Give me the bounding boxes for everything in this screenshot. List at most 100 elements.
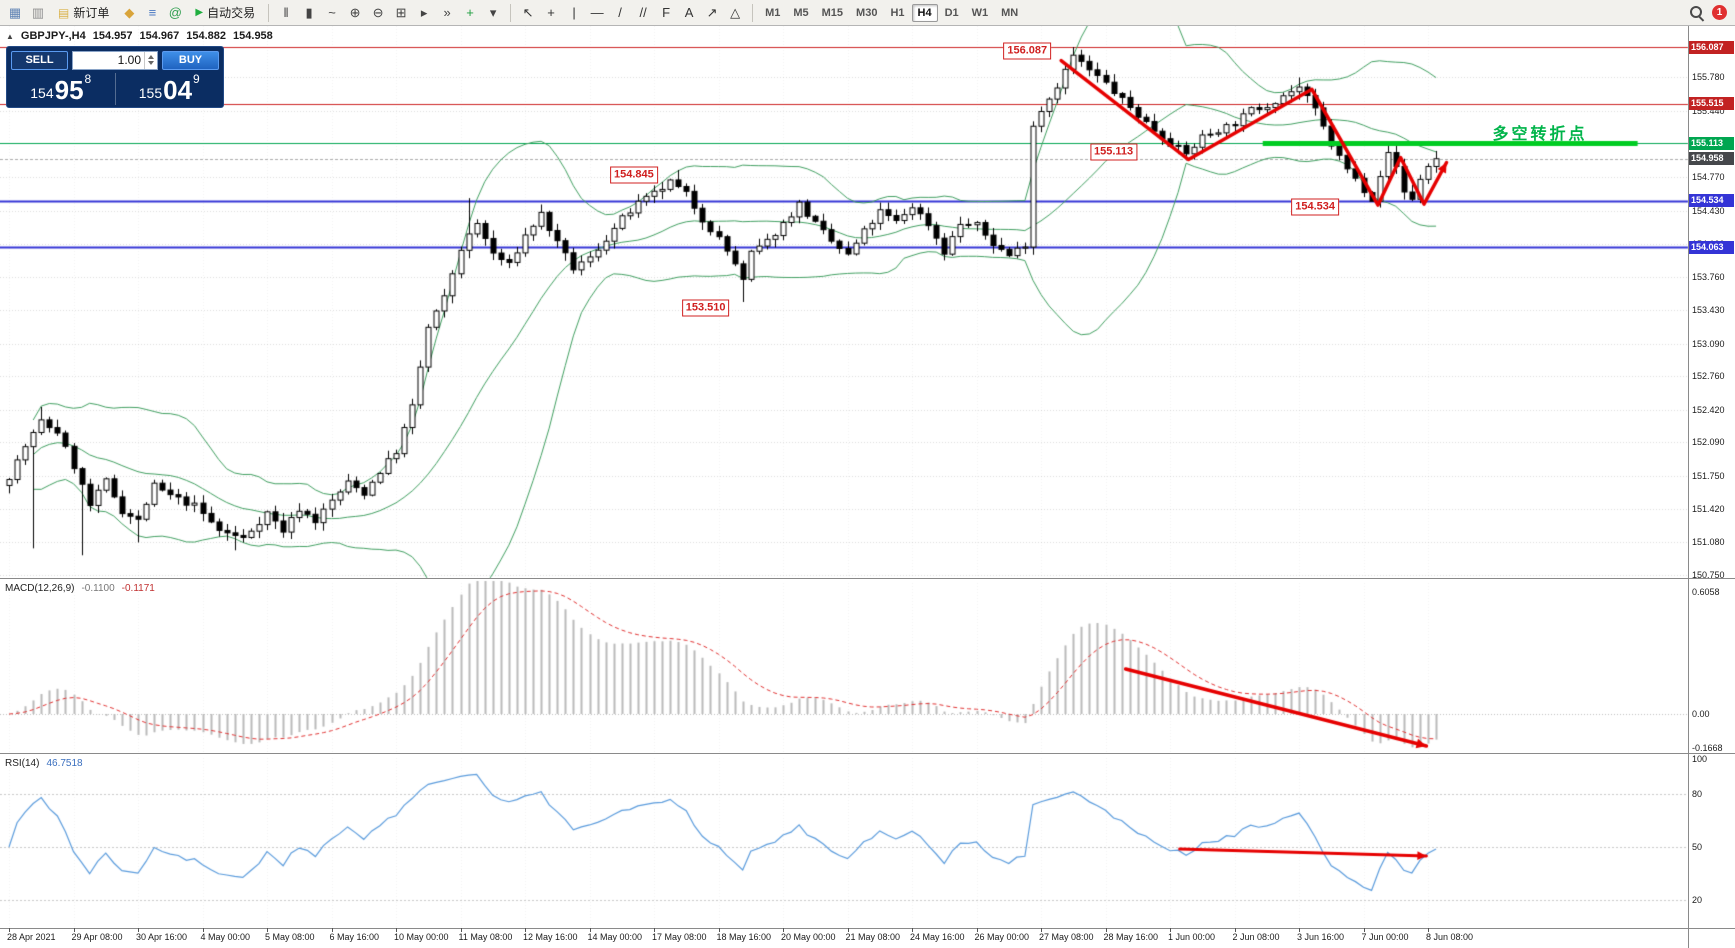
- shapes-icon[interactable]: △: [724, 3, 746, 23]
- rsi-name: RSI(14): [5, 758, 40, 769]
- time-axis-tick: [525, 928, 526, 932]
- time-axis-label: 5 May 08:00: [265, 932, 315, 942]
- price-tag: 155.515: [1689, 97, 1734, 111]
- timeframe-M15[interactable]: M15: [816, 4, 849, 22]
- horizontal-line-icon[interactable]: —: [586, 3, 608, 23]
- volume-field[interactable]: 1.00: [72, 50, 158, 70]
- time-axis-tick: [1041, 928, 1042, 932]
- price-annotation[interactable]: 154.534: [1291, 198, 1340, 216]
- ask-pips: 04: [163, 75, 193, 105]
- autotrade-button[interactable]: ▶ 自动交易: [188, 3, 262, 23]
- bid-sub: 8: [84, 72, 92, 86]
- panel-separator[interactable]: [0, 753, 1735, 754]
- price-annotation[interactable]: 153.510: [681, 299, 730, 317]
- autotrade-play-icon: ▶: [195, 7, 204, 18]
- profiles-icon[interactable]: ▥: [27, 3, 49, 23]
- time-axis-tick: [912, 928, 913, 932]
- time-axis-label: 7 Jun 00:00: [1361, 932, 1409, 942]
- time-axis-tick: [138, 928, 139, 932]
- arrows-icon[interactable]: ↗: [701, 3, 723, 23]
- trendline-icon[interactable]: /: [609, 3, 631, 23]
- timeframe-H1[interactable]: H1: [884, 4, 910, 22]
- price-axis-label: 151.750: [1692, 471, 1725, 482]
- candles-chart-icon[interactable]: ▮: [298, 3, 320, 23]
- line-chart-icon[interactable]: ~: [321, 3, 343, 23]
- cursor-icon[interactable]: ↖: [517, 3, 539, 23]
- timeframe-D1[interactable]: D1: [939, 4, 965, 22]
- auto-scroll-icon[interactable]: ▸: [413, 3, 435, 23]
- symbols-icon[interactable]: ◆: [118, 3, 140, 23]
- indicators-icon[interactable]: +: [459, 3, 481, 23]
- price-axis-label: 152.420: [1692, 404, 1725, 415]
- fibonacci-icon[interactable]: F: [655, 3, 677, 23]
- time-axis-label: 8 Jun 08:00: [1426, 932, 1474, 942]
- timeframe-M30[interactable]: M30: [850, 4, 883, 22]
- time-axis-label: 11 May 08:00: [458, 932, 513, 942]
- history-center-icon[interactable]: ≡: [141, 3, 163, 23]
- time-axis-tick: [74, 928, 75, 932]
- tile-windows-icon[interactable]: ⊞: [390, 3, 412, 23]
- time-axis-label: 14 May 00:00: [587, 932, 643, 942]
- time-axis-label: 18 May 16:00: [716, 932, 772, 942]
- ohlc-high: 154.967: [139, 30, 180, 42]
- chart-shift-icon[interactable]: »: [436, 3, 458, 23]
- bid-price[interactable]: 154 95 8: [7, 71, 115, 107]
- spinner-up-icon[interactable]: [148, 55, 154, 59]
- autotrade-label: 自动交易: [207, 6, 256, 20]
- price-annotation[interactable]: 154.845: [609, 166, 658, 184]
- panel-separator[interactable]: [0, 578, 1735, 579]
- time-axis-label: 1 Jun 00:00: [1168, 932, 1216, 942]
- sell-button[interactable]: SELL: [11, 50, 68, 70]
- time-axis-label: 26 May 00:00: [974, 932, 1030, 942]
- new-order-icon: ▤: [58, 5, 70, 20]
- price-annotation[interactable]: 156.087: [1003, 42, 1052, 60]
- time-axis-tick: [203, 928, 204, 932]
- notifications-badge[interactable]: 1: [1712, 5, 1727, 20]
- time-axis-label: 28 May 16:00: [1103, 932, 1159, 942]
- time-axis-label: 4 May 00:00: [200, 932, 251, 942]
- zoom-in-icon[interactable]: ⊕: [344, 3, 366, 23]
- bars-chart-icon[interactable]: ‖: [275, 3, 297, 23]
- rsi-axis-label: 20: [1692, 894, 1703, 905]
- timeframe-W1[interactable]: W1: [966, 4, 995, 22]
- spinner-down-icon[interactable]: [148, 61, 154, 65]
- time-axis-label: 30 Apr 16:00: [136, 932, 188, 942]
- buy-button[interactable]: BUY: [162, 50, 219, 70]
- time-axis-tick: [1364, 928, 1365, 932]
- chart-note-text[interactable]: 多空转折点: [1492, 125, 1588, 143]
- volume-spinner[interactable]: [144, 51, 157, 69]
- toolbar-separator: [510, 3, 512, 22]
- macd-axis-label: -0.1668: [1692, 742, 1723, 753]
- macd-axis-label: 0.00: [1692, 709, 1710, 719]
- templates-icon[interactable]: ▾: [482, 3, 504, 23]
- text-icon[interactable]: A: [678, 3, 700, 23]
- timeframe-H4[interactable]: H4: [911, 3, 938, 22]
- time-axis-tick: [1170, 928, 1171, 932]
- timeframe-M5[interactable]: M5: [787, 4, 814, 22]
- time-axis-label: 27 May 08:00: [1039, 932, 1094, 942]
- time-axis-tick: [267, 928, 268, 932]
- channel-icon[interactable]: //: [632, 3, 654, 23]
- time-axis-tick: [783, 928, 784, 932]
- ask-int: 155: [138, 85, 163, 101]
- bid-int: 154: [30, 85, 54, 101]
- time-axis-label: 3 Jun 16:00: [1297, 932, 1345, 942]
- ask-price[interactable]: 155 04 9: [116, 71, 224, 107]
- bid-pips: 95: [54, 75, 84, 105]
- chart-window-icon[interactable]: ▦: [4, 3, 26, 23]
- rsi-axis-label: 50: [1692, 842, 1703, 852]
- crosshair-icon[interactable]: +: [540, 3, 562, 23]
- collapse-icon[interactable]: ▲: [6, 31, 14, 41]
- timeframe-M1[interactable]: M1: [759, 4, 786, 22]
- zoom-out-icon[interactable]: ⊖: [367, 3, 389, 23]
- timeframe-MN[interactable]: MN: [995, 4, 1024, 22]
- new-order-button[interactable]: ▤ 新订单: [51, 3, 116, 23]
- price-axis-label: 151.080: [1692, 537, 1725, 548]
- volume-value[interactable]: 1.00: [117, 53, 141, 67]
- community-icon[interactable]: @: [164, 3, 186, 23]
- price-annotation[interactable]: 155.113: [1089, 143, 1138, 161]
- vertical-line-icon[interactable]: |: [563, 3, 585, 23]
- search-icon[interactable]: [1689, 5, 1704, 20]
- price-axis-label: 154.430: [1692, 205, 1725, 216]
